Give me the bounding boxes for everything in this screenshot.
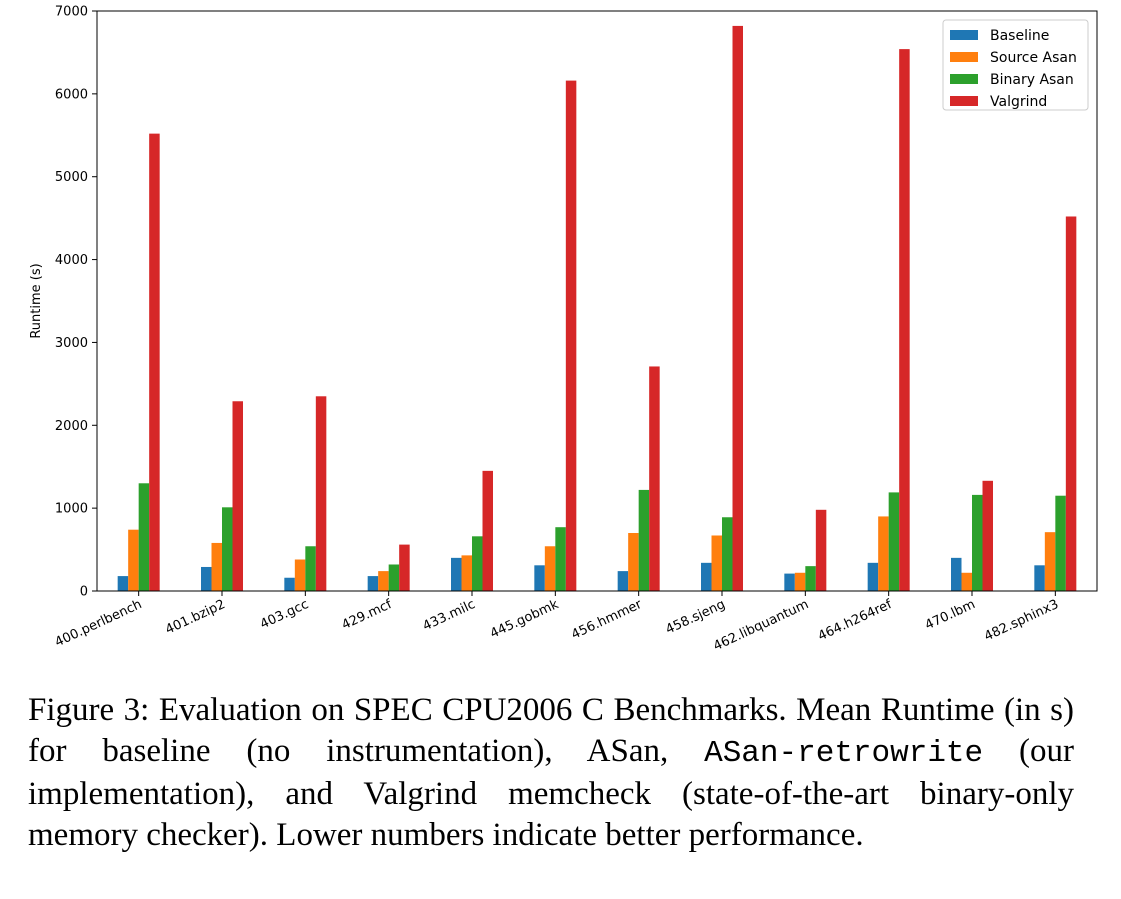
bar-source-asan-403.gcc (294, 559, 306, 591)
x-tick-label: 482.sphinx3 (982, 597, 1061, 644)
y-tick-label: 6000 (55, 87, 88, 102)
bar-source-asan-464.h264ref (878, 516, 889, 591)
bar-binary-asan-462.libquantum (805, 566, 816, 591)
bar-valgrind-456.hmmer (649, 366, 660, 591)
bar-binary-asan-456.hmmer (638, 489, 650, 591)
x-tick-label: 433.milc (421, 597, 478, 634)
x-tick-label: 456.hmmer (569, 597, 645, 643)
caption-text-1: Figure 3: Evaluation on SPEC CPU2006 C B… (28, 692, 1074, 769)
y-tick-label: 2000 (55, 419, 88, 434)
x-tick-label: 464.h264ref (816, 597, 895, 644)
bar-baseline-433.milc (451, 557, 462, 591)
bar-valgrind-445.gobmk (565, 80, 577, 591)
bar-source-asan-470.lbm (961, 572, 972, 591)
bar-binary-asan-458.sjeng (722, 517, 733, 591)
bar-source-asan-482.sphinx3 (1044, 532, 1056, 591)
bar-source-asan-400.perlbench (128, 529, 139, 591)
bar-baseline-470.lbm (951, 557, 962, 591)
y-tick-label: 1000 (55, 502, 88, 517)
bar-valgrind-400.perlbench (149, 133, 160, 591)
bar-binary-asan-403.gcc (305, 546, 316, 591)
legend-box (942, 19, 1089, 111)
plot-frame (96, 10, 1098, 592)
bar-valgrind-470.lbm (982, 480, 993, 591)
bar-binary-asan-400.perlbench (138, 483, 150, 591)
bar-source-asan-401.bzip2 (211, 542, 222, 591)
legend-label: Baseline (990, 28, 1049, 44)
bar-source-asan-433.milc (461, 555, 472, 591)
bar-baseline-429.mcf (367, 576, 379, 591)
bar-binary-asan-470.lbm (972, 494, 983, 591)
y-tick-label: 3000 (55, 336, 88, 351)
x-tick-label: 429.mcf (340, 597, 395, 633)
legend-label: Valgrind (990, 94, 1047, 110)
legend-label: Binary Asan (990, 72, 1074, 88)
bar-valgrind-462.libquantum (815, 509, 827, 591)
bar-baseline-482.sphinx3 (1034, 565, 1045, 591)
bar-source-asan-456.hmmer (628, 533, 639, 591)
bar-source-asan-462.libquantum (794, 572, 806, 591)
chart-area: 0 1000 2000 3000 4000 5000 6000 7000 400.perlben… (29, 5, 1098, 654)
x-tick-label: 462.libquantum (711, 597, 811, 654)
legend-swatch (950, 74, 978, 84)
bar-valgrind-458.sjeng (732, 25, 743, 592)
bar-valgrind-482.sphinx3 (1065, 216, 1077, 592)
x-tick-label: 401.bzip2 (163, 597, 227, 638)
legend-swatch (950, 52, 978, 62)
x-tick-label: 458.sjeng (664, 597, 728, 638)
x-tick-label: 470.lbm (923, 597, 978, 633)
bar-baseline-445.gobmk (534, 565, 545, 591)
legend-label: Source Asan (990, 50, 1077, 66)
y-tick-label: 7000 (55, 5, 88, 20)
caption-text-2: (our implementation), and Valgrind memch… (28, 733, 1074, 853)
bar-baseline-403.gcc (284, 577, 295, 591)
x-tick-label: 403.gcc (258, 597, 311, 632)
legend-swatch (950, 96, 978, 106)
bar-binary-asan-445.gobmk (555, 527, 566, 591)
bar-valgrind-401.bzip2 (232, 401, 243, 591)
bar-binary-asan-464.h264ref (888, 492, 900, 591)
bar-binary-asan-482.sphinx3 (1055, 495, 1066, 591)
bar-valgrind-464.h264ref (899, 49, 910, 592)
bar-binary-asan-429.mcf (388, 564, 400, 591)
bar-chart: 0 1000 2000 3000 4000 5000 6000 7000 400.perlben… (29, 5, 1098, 654)
bar-baseline-400.perlbench (117, 576, 129, 591)
x-tick-label: 445.gobmk (488, 597, 561, 642)
bar-baseline-456.hmmer (617, 571, 629, 591)
bar-baseline-464.h264ref (867, 562, 879, 591)
legend-swatch (950, 30, 978, 40)
bar-binary-asan-433.milc (472, 536, 483, 591)
bar-valgrind-403.gcc (315, 396, 327, 591)
y-axis-label: Runtime (s) (29, 263, 44, 338)
bar-baseline-458.sjeng (701, 562, 712, 591)
bar-binary-asan-401.bzip2 (222, 507, 233, 591)
bar-valgrind-433.milc (482, 470, 493, 591)
caption-code: ASan-retrowrite (704, 736, 984, 771)
x-tick-label: 400.perlbench (53, 597, 145, 650)
figure-caption: Figure 3: Evaluation on SPEC CPU2006 C B… (28, 690, 1074, 856)
bar-baseline-401.bzip2 (201, 566, 212, 591)
bar-source-asan-429.mcf (378, 571, 389, 591)
bar-source-asan-458.sjeng (711, 535, 722, 591)
bar-source-asan-445.gobmk (544, 546, 556, 591)
y-tick-label: 5000 (55, 170, 88, 185)
y-tick-label: 4000 (55, 253, 88, 268)
bar-baseline-462.libquantum (784, 573, 795, 591)
bar-valgrind-429.mcf (399, 544, 410, 591)
y-tick-label: 0 (80, 585, 88, 600)
